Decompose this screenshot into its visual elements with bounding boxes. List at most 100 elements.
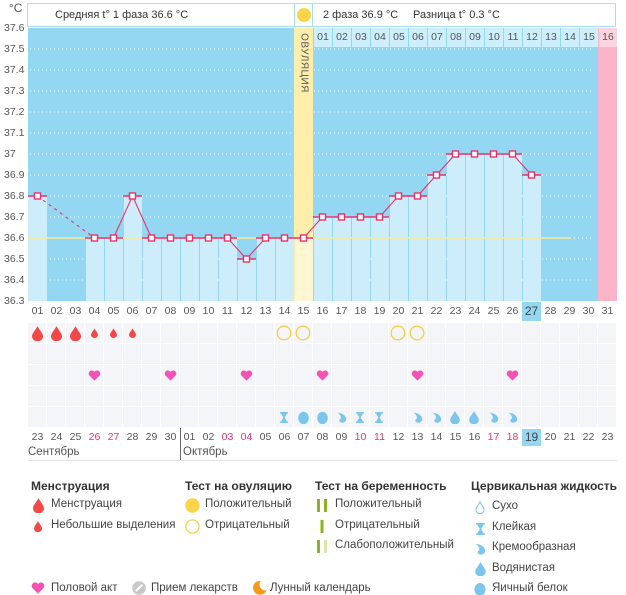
medication-row-cell[interactable]: [484, 386, 502, 406]
menstruation-ovulation-row-cell[interactable]: [85, 323, 103, 343]
cervical-fluid-row-cell[interactable]: [598, 407, 616, 427]
medication-row-cell[interactable]: [408, 386, 426, 406]
medication-row-cell[interactable]: [446, 386, 464, 406]
cervical-fluid-row-cell[interactable]: [427, 407, 445, 427]
medication-row-cell[interactable]: [465, 386, 483, 406]
pregnancy-test-row-cell[interactable]: [313, 344, 331, 364]
cervical-fluid-row-cell[interactable]: [484, 407, 502, 427]
intercourse-row-cell[interactable]: [237, 365, 255, 385]
medication-row-cell[interactable]: [579, 386, 597, 406]
intercourse-row-cell[interactable]: [465, 365, 483, 385]
pregnancy-test-row-cell[interactable]: [199, 344, 217, 364]
cervical-fluid-row-cell[interactable]: [579, 407, 597, 427]
cervical-fluid-row-cell[interactable]: [522, 407, 540, 427]
medication-row-cell[interactable]: [47, 386, 65, 406]
pregnancy-test-row-cell[interactable]: [579, 344, 597, 364]
pregnancy-test-row-cell[interactable]: [256, 344, 274, 364]
cervical-fluid-row-cell[interactable]: [256, 407, 274, 427]
menstruation-ovulation-row-cell[interactable]: [123, 323, 141, 343]
intercourse-row-cell[interactable]: [28, 365, 46, 385]
pregnancy-test-row-cell[interactable]: [218, 344, 236, 364]
medication-row-cell[interactable]: [541, 386, 559, 406]
medication-row-cell[interactable]: [503, 386, 521, 406]
medication-row-cell[interactable]: [237, 386, 255, 406]
pregnancy-test-row-cell[interactable]: [104, 344, 122, 364]
menstruation-ovulation-row-cell[interactable]: [294, 323, 312, 343]
pregnancy-test-row-cell[interactable]: [180, 344, 198, 364]
cervical-fluid-row-cell[interactable]: [47, 407, 65, 427]
intercourse-row-cell[interactable]: [484, 365, 502, 385]
medication-row-cell[interactable]: [389, 386, 407, 406]
pregnancy-test-row-cell[interactable]: [541, 344, 559, 364]
cervical-fluid-row-cell[interactable]: [465, 407, 483, 427]
cervical-fluid-row-cell[interactable]: [560, 407, 578, 427]
menstruation-ovulation-row-cell[interactable]: [28, 323, 46, 343]
intercourse-row-cell[interactable]: [446, 365, 464, 385]
medication-row-cell[interactable]: [427, 386, 445, 406]
intercourse-row-cell[interactable]: [294, 365, 312, 385]
intercourse-row-cell[interactable]: [275, 365, 293, 385]
medication-row-cell[interactable]: [275, 386, 293, 406]
pregnancy-test-row-cell[interactable]: [522, 344, 540, 364]
menstruation-ovulation-row-cell[interactable]: [275, 323, 293, 343]
medication-row-cell[interactable]: [218, 386, 236, 406]
menstruation-ovulation-row-cell[interactable]: [389, 323, 407, 343]
cervical-fluid-row-cell[interactable]: [408, 407, 426, 427]
pregnancy-test-row-cell[interactable]: [47, 344, 65, 364]
cervical-fluid-row-cell[interactable]: [28, 407, 46, 427]
menstruation-ovulation-row-cell[interactable]: [484, 323, 502, 343]
cervical-fluid-row-cell[interactable]: [123, 407, 141, 427]
pregnancy-test-row-cell[interactable]: [275, 344, 293, 364]
medication-row-cell[interactable]: [560, 386, 578, 406]
pregnancy-test-row-cell[interactable]: [408, 344, 426, 364]
pregnancy-test-row-cell[interactable]: [389, 344, 407, 364]
menstruation-ovulation-row-cell[interactable]: [180, 323, 198, 343]
cervical-fluid-row-cell[interactable]: [199, 407, 217, 427]
intercourse-row-cell[interactable]: [180, 365, 198, 385]
menstruation-ovulation-row-cell[interactable]: [332, 323, 350, 343]
menstruation-ovulation-row-cell[interactable]: [503, 323, 521, 343]
menstruation-ovulation-row-cell[interactable]: [142, 323, 160, 343]
intercourse-row-cell[interactable]: [503, 365, 521, 385]
pregnancy-test-row-cell[interactable]: [465, 344, 483, 364]
medication-row-cell[interactable]: [180, 386, 198, 406]
menstruation-ovulation-row-cell[interactable]: [199, 323, 217, 343]
menstruation-ovulation-row-cell[interactable]: [522, 323, 540, 343]
intercourse-row-cell[interactable]: [522, 365, 540, 385]
intercourse-row-cell[interactable]: [598, 365, 616, 385]
pregnancy-test-row-cell[interactable]: [560, 344, 578, 364]
medication-row-cell[interactable]: [28, 386, 46, 406]
menstruation-ovulation-row-cell[interactable]: [161, 323, 179, 343]
medication-row-cell[interactable]: [522, 386, 540, 406]
cervical-fluid-row-cell[interactable]: [370, 407, 388, 427]
medication-row-cell[interactable]: [598, 386, 616, 406]
medication-row-cell[interactable]: [161, 386, 179, 406]
cervical-fluid-row-cell[interactable]: [313, 407, 331, 427]
menstruation-ovulation-row-cell[interactable]: [541, 323, 559, 343]
pregnancy-test-row-cell[interactable]: [123, 344, 141, 364]
menstruation-ovulation-row-cell[interactable]: [66, 323, 84, 343]
menstruation-ovulation-row-cell[interactable]: [579, 323, 597, 343]
medication-row-cell[interactable]: [85, 386, 103, 406]
menstruation-ovulation-row-cell[interactable]: [218, 323, 236, 343]
cervical-fluid-row-cell[interactable]: [142, 407, 160, 427]
intercourse-row-cell[interactable]: [199, 365, 217, 385]
medication-row-cell[interactable]: [104, 386, 122, 406]
pregnancy-test-row-cell[interactable]: [446, 344, 464, 364]
medication-row-cell[interactable]: [370, 386, 388, 406]
intercourse-row-cell[interactable]: [142, 365, 160, 385]
pregnancy-test-row-cell[interactable]: [237, 344, 255, 364]
menstruation-ovulation-row-cell[interactable]: [313, 323, 331, 343]
intercourse-row-cell[interactable]: [389, 365, 407, 385]
menstruation-ovulation-row-cell[interactable]: [256, 323, 274, 343]
pregnancy-test-row-cell[interactable]: [351, 344, 369, 364]
medication-row-cell[interactable]: [313, 386, 331, 406]
pregnancy-test-row-cell[interactable]: [503, 344, 521, 364]
pregnancy-test-row-cell[interactable]: [370, 344, 388, 364]
cervical-fluid-row-cell[interactable]: [332, 407, 350, 427]
menstruation-ovulation-row-cell[interactable]: [446, 323, 464, 343]
pregnancy-test-row-cell[interactable]: [427, 344, 445, 364]
cervical-fluid-row-cell[interactable]: [104, 407, 122, 427]
intercourse-row-cell[interactable]: [427, 365, 445, 385]
intercourse-row-cell[interactable]: [313, 365, 331, 385]
